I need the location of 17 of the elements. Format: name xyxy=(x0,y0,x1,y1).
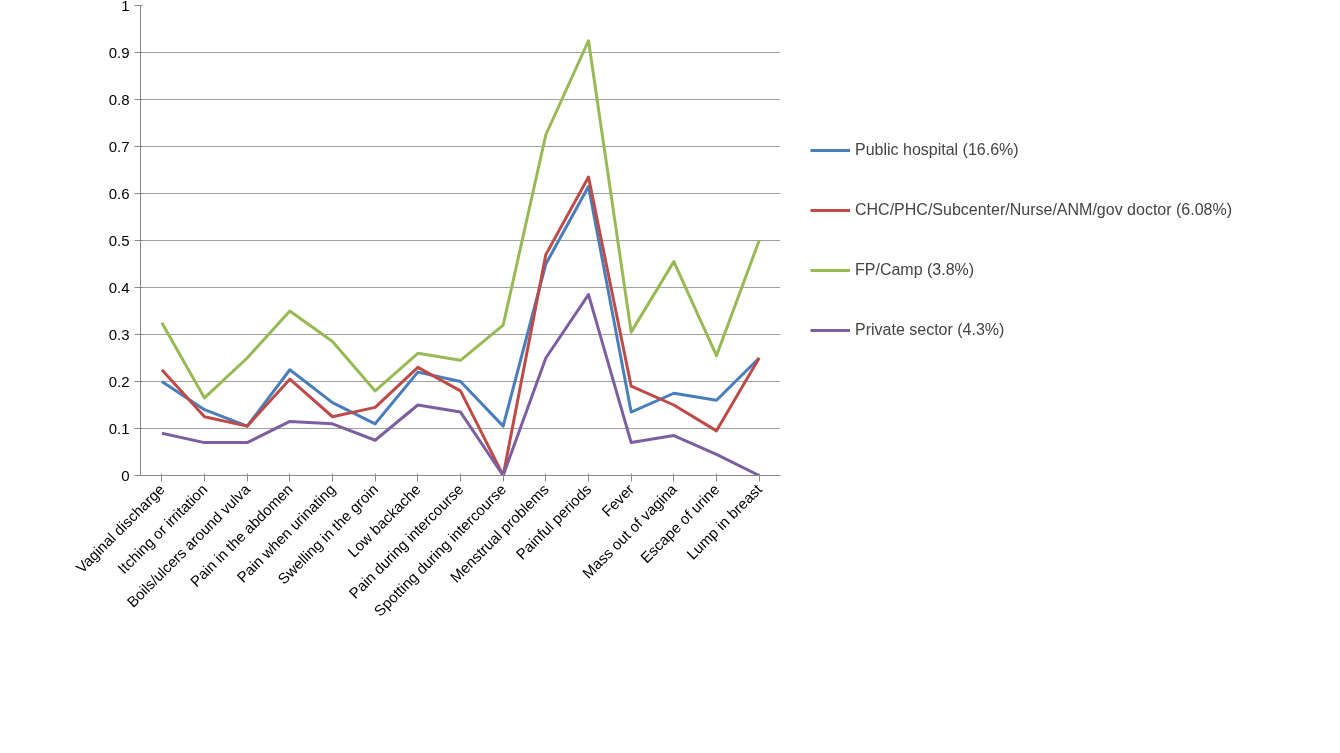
line-series xyxy=(160,39,761,400)
y-tick-label: 0.7 xyxy=(108,137,130,155)
y-tick-label: 0 xyxy=(121,466,130,484)
legend-label: Public hospital (16.6%) xyxy=(855,140,1019,160)
legend-label: CHC/PHC/Subcenter/Nurse/ANM/gov doctor (6.08%) xyxy=(855,200,1233,220)
y-tick-label: 0.3 xyxy=(108,325,130,343)
legend-label: FP/Camp (3.8%) xyxy=(855,260,975,280)
legend-label: Private sector (4.3%) xyxy=(855,320,1005,340)
y-tick-label: 0.8 xyxy=(108,90,130,108)
y-tick-label: 1 xyxy=(121,0,130,14)
y-tick-label: 0.2 xyxy=(108,372,130,390)
y-tick-label: 0.1 xyxy=(108,419,130,437)
y-tick-label: 0.5 xyxy=(108,231,130,249)
y-tick-label: 0.9 xyxy=(108,43,130,61)
y-tick-label: 0.6 xyxy=(108,184,130,202)
y-tick-label: 0.4 xyxy=(108,278,130,296)
line-series xyxy=(160,293,761,476)
